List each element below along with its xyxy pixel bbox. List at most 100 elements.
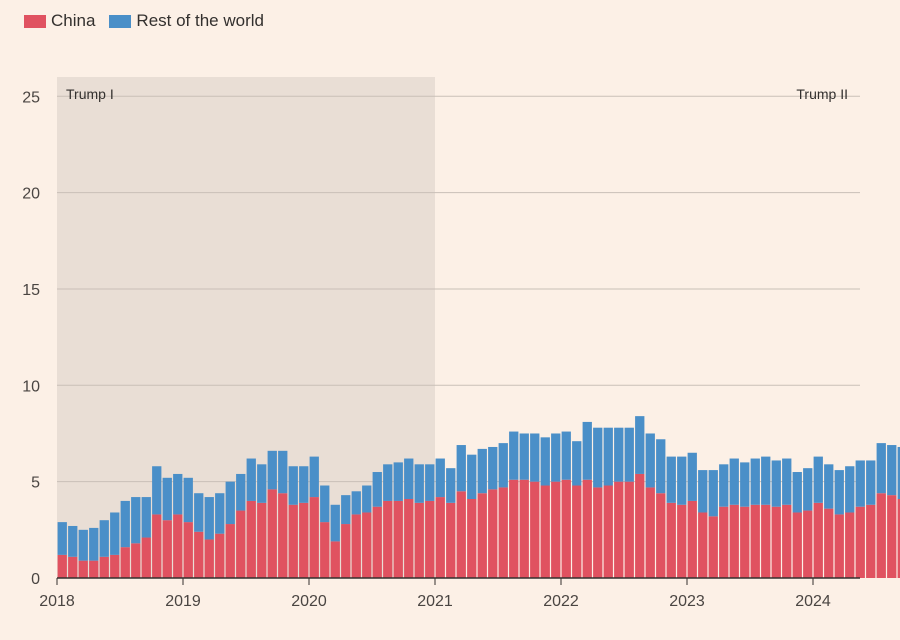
bar-china-47: [551, 481, 561, 578]
bar-rest-of-world-30: [372, 472, 382, 507]
bar-rest-of-world-16: [225, 481, 235, 525]
bar-rest-of-world-39: [467, 454, 477, 499]
y-tick-label-5: 5: [31, 475, 40, 492]
x-tick-label-2020: 2020: [291, 593, 327, 610]
bar-rest-of-world-25: [320, 485, 330, 523]
bar-china-32: [393, 500, 403, 578]
bar-china-56: [645, 487, 655, 578]
bar-rest-of-world-23: [299, 466, 309, 503]
bar-china-6: [120, 547, 130, 578]
bar-china-20: [267, 489, 277, 578]
bar-china-31: [383, 500, 393, 578]
x-tick-label-2022: 2022: [543, 593, 579, 610]
bar-rest-of-world-26: [330, 504, 340, 542]
bar-china-10: [162, 520, 172, 578]
bar-china-80: [897, 498, 900, 578]
y-tick-label-0: 0: [31, 571, 40, 588]
bar-rest-of-world-8: [141, 497, 151, 538]
bar-china-72: [813, 502, 823, 578]
bar-rest-of-world-10: [162, 477, 172, 521]
bar-china-54: [624, 481, 634, 578]
bar-china-51: [593, 487, 603, 578]
bar-china-69: [782, 504, 792, 578]
bar-china-59: [677, 504, 687, 578]
legend-swatch-rest-of-world: [109, 14, 132, 28]
bar-rest-of-world-35: [425, 464, 435, 501]
bar-rest-of-world-21: [278, 450, 288, 494]
bar-china-53: [614, 481, 624, 578]
bar-china-28: [351, 514, 361, 578]
bar-china-25: [320, 522, 330, 578]
y-tick-label-20: 20: [22, 186, 40, 203]
bar-china-38: [456, 491, 466, 578]
bar-rest-of-world-76: [855, 460, 865, 507]
bar-rest-of-world-42: [498, 443, 508, 488]
bar-china-71: [803, 510, 813, 578]
bar-china-62: [708, 516, 718, 578]
bar-rest-of-world-9: [152, 466, 162, 515]
x-tick-label-2023: 2023: [669, 593, 705, 610]
legend-item-rest-of-world: Rest of the world: [109, 11, 264, 31]
bar-china-48: [561, 479, 571, 578]
bar-china-65: [740, 506, 750, 578]
bar-china-0: [57, 554, 67, 578]
bar-china-19: [257, 502, 267, 578]
bar-rest-of-world-54: [624, 427, 634, 482]
bar-china-13: [194, 531, 204, 578]
bar-rest-of-world-33: [404, 458, 414, 499]
bar-china-55: [635, 473, 645, 578]
bar-china-3: [89, 560, 99, 578]
bar-rest-of-world-65: [740, 462, 750, 507]
bar-rest-of-world-73: [824, 464, 834, 509]
bar-china-37: [446, 502, 456, 578]
bar-china-27: [341, 524, 351, 578]
bar-rest-of-world-12: [183, 477, 193, 523]
bar-china-43: [509, 479, 519, 578]
bar-china-17: [236, 510, 246, 578]
bar-china-35: [425, 500, 435, 578]
bar-rest-of-world-52: [603, 427, 613, 486]
bar-rest-of-world-15: [215, 493, 225, 534]
bar-rest-of-world-37: [446, 468, 456, 503]
bar-rest-of-world-19: [257, 464, 267, 503]
bar-rest-of-world-49: [572, 441, 582, 486]
bar-china-1: [68, 556, 78, 578]
bar-rest-of-world-43: [509, 431, 519, 480]
bar-rest-of-world-24: [309, 456, 319, 498]
bar-china-5: [110, 554, 120, 578]
bar-china-66: [750, 504, 760, 578]
bar-china-24: [309, 497, 319, 578]
bar-china-67: [761, 504, 771, 578]
bar-rest-of-world-51: [593, 427, 603, 488]
bar-rest-of-world-44: [519, 433, 529, 480]
bar-rest-of-world-55: [635, 416, 645, 474]
bar-rest-of-world-72: [813, 456, 823, 503]
bar-rest-of-world-17: [236, 473, 246, 511]
bar-rest-of-world-71: [803, 468, 813, 511]
bar-china-45: [530, 481, 540, 578]
bar-china-79: [887, 495, 897, 578]
bar-rest-of-world-4: [99, 520, 109, 557]
bar-china-23: [299, 502, 309, 578]
bar-china-39: [467, 498, 477, 578]
bar-china-68: [771, 506, 781, 578]
bar-rest-of-world-14: [204, 497, 214, 540]
bar-rest-of-world-75: [845, 466, 855, 513]
bar-china-40: [477, 493, 487, 578]
bar-rest-of-world-31: [383, 464, 393, 501]
bar-china-16: [225, 524, 235, 578]
bar-china-57: [656, 493, 666, 578]
legend-item-china: China: [24, 11, 95, 31]
bar-china-52: [603, 485, 613, 578]
bar-rest-of-world-59: [677, 456, 687, 505]
bar-rest-of-world-45: [530, 433, 540, 482]
bar-rest-of-world-69: [782, 458, 792, 505]
bar-china-44: [519, 479, 529, 578]
annotation-label-2: Trump II: [796, 86, 848, 102]
bar-rest-of-world-32: [393, 462, 403, 501]
bar-rest-of-world-56: [645, 433, 655, 488]
bar-china-76: [855, 506, 865, 578]
bar-rest-of-world-7: [131, 497, 141, 544]
legend-label-rest-of-world: Rest of the world: [136, 11, 264, 30]
